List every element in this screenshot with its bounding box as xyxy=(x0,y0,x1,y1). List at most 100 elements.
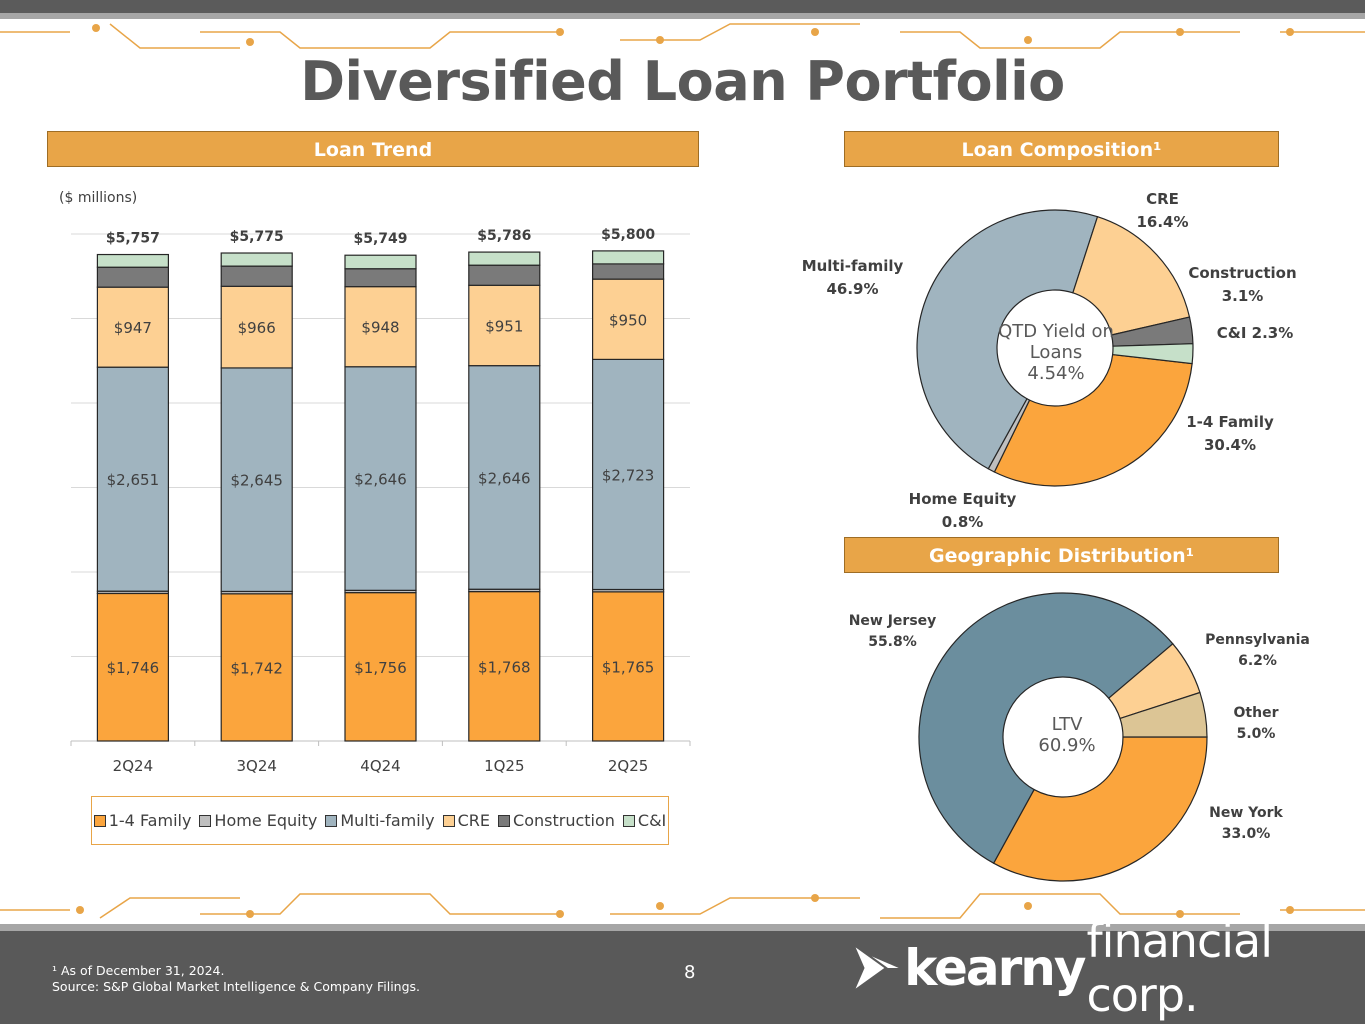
composition-slice-candi xyxy=(1111,343,1194,365)
yield-line-3: 4.54% xyxy=(1027,363,1085,384)
bar-segment-construction xyxy=(468,264,541,286)
loan-composition-donut xyxy=(916,209,1194,487)
loan-trend-header: Loan Trend xyxy=(47,131,699,167)
legend-label: C&I xyxy=(637,811,667,830)
legend-label: Multi-family xyxy=(340,811,435,830)
bar-segment-cre xyxy=(344,286,417,368)
bar-segment-candi xyxy=(468,251,541,266)
ltv-line-1: LTV xyxy=(1051,714,1083,735)
top-bar-accent xyxy=(0,13,1365,19)
bar-total-label: $5,757 xyxy=(106,231,160,247)
legend-label: 1-4 Family xyxy=(108,811,192,830)
label-construction-name: Construction xyxy=(1188,264,1297,282)
label-other: Other 5.0% xyxy=(1220,703,1292,745)
bar-segment-cre xyxy=(468,284,541,367)
label-pennsylvania-name: Pennsylvania xyxy=(1205,632,1310,648)
footnote-date: ¹ As of December 31, 2024. xyxy=(52,963,225,978)
label-ci: C&I 2.3% xyxy=(1210,322,1300,345)
bar-segment-construction xyxy=(591,263,665,280)
yield-line-1: QTD Yield on xyxy=(998,321,1114,342)
x-tick-label: 4Q24 xyxy=(360,757,400,775)
label-new-jersey: New Jersey 55.8% xyxy=(835,611,950,653)
bar-value-label: $1,746 xyxy=(107,659,160,677)
bar-segment-candi xyxy=(220,252,293,267)
bar-value-label: $2,723 xyxy=(602,466,655,484)
label-new-jersey-name: New Jersey xyxy=(848,613,937,629)
label-1-4-family-name: 1-4 Family xyxy=(1186,413,1274,431)
bar-value-label: $2,646 xyxy=(478,469,531,487)
bar-value-label: $1,742 xyxy=(230,659,283,677)
legend-label: Home Equity xyxy=(214,811,318,830)
label-new-york-name: New York xyxy=(1209,805,1283,821)
geographic-slice-other xyxy=(1119,691,1208,738)
label-home-equity: Home Equity 0.8% xyxy=(890,488,1035,534)
bar-segment-construction xyxy=(96,266,170,288)
geographic-slice-new-york xyxy=(992,736,1208,882)
label-ci-name: C&I xyxy=(1216,324,1247,342)
legend-swatch xyxy=(199,814,212,827)
bar-segment-cre xyxy=(591,278,665,360)
x-tick-label: 3Q24 xyxy=(236,757,276,775)
bar-segment-cre xyxy=(220,285,293,369)
bar-segment-1-4-family xyxy=(344,592,417,742)
x-tick-label: 1Q25 xyxy=(484,757,524,775)
legend-item-candi: C&I xyxy=(622,811,667,830)
legend-label: CRE xyxy=(457,811,491,830)
composition-slice-multi-family xyxy=(916,209,1099,470)
page-number: 8 xyxy=(684,962,696,983)
loan-composition-header: Loan Composition¹ xyxy=(844,131,1279,167)
bar-value-label: $947 xyxy=(114,319,152,337)
circuit-decoration-bottom xyxy=(0,893,1365,919)
legend-swatch xyxy=(442,814,455,827)
legend-swatch xyxy=(498,814,511,827)
geographic-donut xyxy=(918,592,1208,882)
bar-segment-1-4-family xyxy=(468,591,541,742)
bar-segment-multi-family xyxy=(220,367,293,593)
bar-segment-cre xyxy=(96,286,170,368)
page-title: Diversified Loan Portfolio xyxy=(300,50,1065,113)
bar-segment-multi-family xyxy=(344,366,417,591)
bar-value-label: $1,768 xyxy=(478,658,531,676)
label-new-york-value: 33.0% xyxy=(1221,826,1271,842)
bar-segment-candi xyxy=(344,254,417,270)
bar-total-label: $5,775 xyxy=(230,229,284,245)
ltv-center-text: LTV 60.9% xyxy=(1012,714,1122,756)
geographic-slice-new-jersey xyxy=(918,592,1174,865)
circuit-decoration-top xyxy=(0,23,1365,49)
label-home-equity-name: Home Equity xyxy=(908,490,1017,508)
legend-item-cre: CRE xyxy=(442,811,491,830)
bar-value-label: $2,646 xyxy=(354,471,407,489)
legend-swatch xyxy=(622,814,635,827)
bar-value-label: $1,756 xyxy=(354,659,407,677)
logo-chevron-icon xyxy=(855,947,899,989)
bar-value-label: $2,645 xyxy=(230,472,283,490)
label-1-4-family-value: 30.4% xyxy=(1203,436,1257,454)
label-multi-family: Multi-family 46.9% xyxy=(780,255,925,301)
label-ci-value: 2.3% xyxy=(1251,324,1294,342)
yield-center-text: QTD Yield on Loans 4.54% xyxy=(985,321,1127,384)
bar-total-label: $5,786 xyxy=(477,228,531,244)
bar-segment-1-4-family xyxy=(591,591,665,742)
label-construction-value: 3.1% xyxy=(1221,287,1264,305)
bar-segment-construction xyxy=(344,268,417,288)
chart-legend: 1-4 Family Home Equity Multi-family CRE Cons… xyxy=(91,796,669,845)
label-1-4-family: 1-4 Family 30.4% xyxy=(1180,411,1280,457)
loan-trend-chart: $1,746 $2,651 $947 $5,757 2Q24 $1,742 $2,645 $9… xyxy=(70,227,691,775)
label-other-name: Other xyxy=(1233,705,1279,721)
company-logo: kearny financial corp. xyxy=(852,914,1365,1022)
legend-swatch xyxy=(325,814,338,827)
label-cre-value: 16.4% xyxy=(1136,213,1189,231)
label-cre-name: CRE xyxy=(1146,190,1179,208)
logo-wordmark-light: financial corp. xyxy=(1086,914,1273,1022)
label-multi-family-name: Multi-family xyxy=(801,257,904,275)
legend-item-construction: Construction xyxy=(498,811,615,830)
bar-segment-candi xyxy=(96,253,170,268)
label-new-york: New York 33.0% xyxy=(1200,803,1292,845)
bar-value-label: $1,765 xyxy=(602,658,655,676)
legend-item-home-equity: Home Equity xyxy=(199,811,317,830)
top-bar xyxy=(0,0,1365,13)
x-tick-label: 2Q25 xyxy=(608,757,648,775)
bar-segment-candi xyxy=(591,250,665,265)
label-other-value: 5.0% xyxy=(1236,726,1276,742)
label-pennsylvania-value: 6.2% xyxy=(1238,653,1277,669)
